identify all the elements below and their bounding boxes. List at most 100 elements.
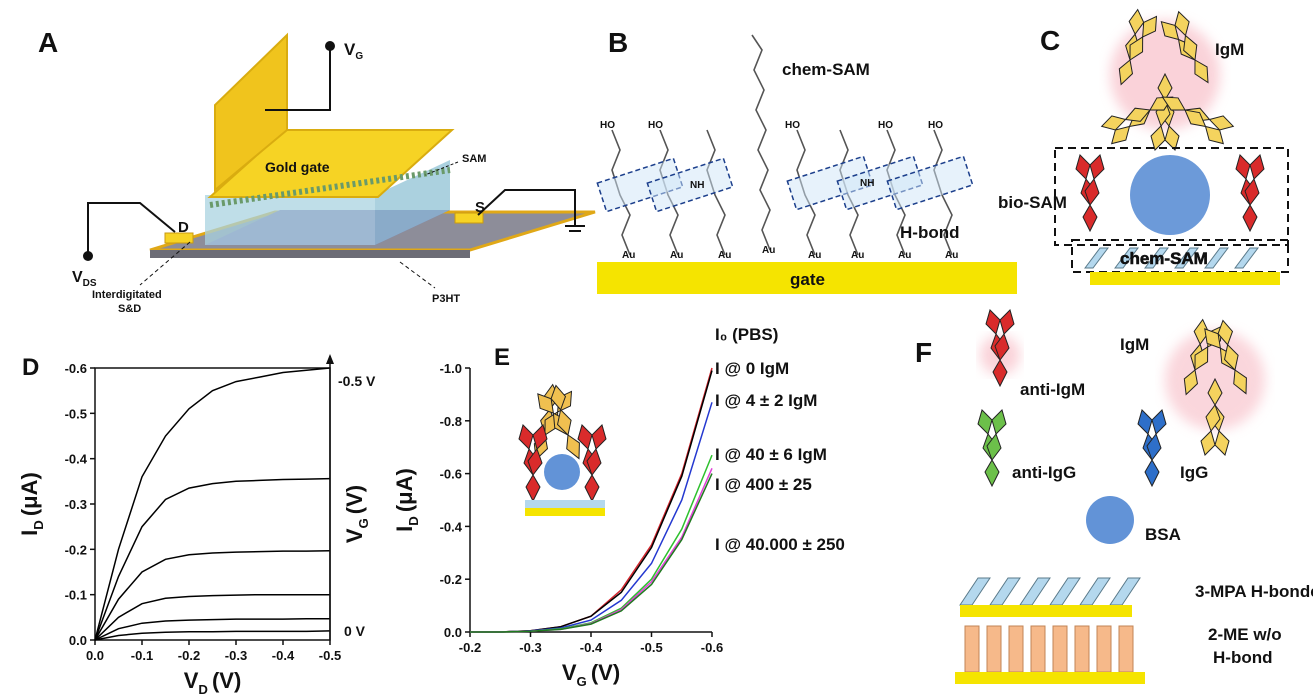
shape: [960, 578, 990, 605]
label: SAM: [462, 153, 486, 165]
axis-label-sub: D: [31, 520, 46, 530]
shape: [1080, 578, 1110, 605]
label: S&D: [118, 303, 141, 315]
axis-label-unit: (V): [591, 660, 620, 685]
x-tick-label: -0.6: [701, 640, 723, 655]
label-sub: G: [355, 51, 363, 62]
label: bio-SAM: [998, 193, 1067, 212]
panel-label: D: [22, 354, 39, 381]
x-tick-label: -0.2: [459, 640, 481, 655]
panel-label: B: [608, 27, 628, 58]
atom-label: Au: [898, 250, 911, 261]
panel-label: A: [38, 27, 58, 58]
anti-igm: [519, 425, 547, 501]
label: H-bond: [900, 223, 959, 242]
anti-igm: [578, 425, 606, 501]
shape: VDS: [72, 269, 97, 289]
label: IgM: [1120, 335, 1149, 354]
x-tick-label: -0.5: [319, 648, 341, 663]
substrate-edge: [150, 250, 470, 258]
curve: [95, 479, 330, 640]
y-tick-label: -0.4: [65, 452, 88, 467]
panel-label: E: [494, 344, 510, 371]
axis-label-sub: D: [406, 516, 421, 526]
bsa-blob: [1130, 155, 1210, 235]
atom-label: Au: [945, 250, 958, 261]
y-tick-label: 0.0: [69, 633, 87, 648]
y-tick-label: -0.2: [65, 542, 87, 557]
x-tick-label: -0.3: [519, 640, 541, 655]
shape: [1119, 626, 1133, 672]
me-pillars: [965, 626, 1133, 672]
mpa-arrows: [960, 578, 1140, 605]
label: V: [72, 269, 83, 286]
atom-label: Au: [670, 250, 683, 261]
x-tick-label: -0.3: [225, 648, 247, 663]
shape: [1020, 578, 1050, 605]
series-label: I @ 4 ± 2 IgM: [715, 391, 817, 410]
shape: [1009, 626, 1023, 672]
shape: [965, 626, 979, 672]
shape: VG: [344, 40, 363, 62]
axis-label: VG(V): [562, 660, 620, 689]
axis-label-unit: (μA): [17, 472, 42, 516]
y-tick-label: -0.6: [440, 467, 462, 482]
y-tick-label: -0.6: [65, 361, 87, 376]
series-label: I @ 40.000 ± 250: [715, 535, 845, 554]
atom-label: Au: [622, 250, 635, 261]
shape: [1050, 578, 1080, 605]
label: IgM: [1215, 40, 1244, 59]
shape: [1053, 626, 1067, 672]
label: anti-IgG: [1012, 463, 1076, 482]
axis-label-main: V: [342, 528, 367, 543]
gate-bar: [525, 508, 605, 516]
label: P3HT: [432, 293, 460, 305]
label: 2-ME w/o: [1208, 625, 1282, 644]
bsa-blob: [544, 454, 580, 490]
atom-label: HO: [600, 120, 615, 131]
page: Figure {"panel_a": {"label": "A", "vg": …: [0, 0, 1313, 698]
body: A VG Gold gate SAM D S VDS Interdigitate…: [0, 0, 1313, 698]
annotation: 0 V: [344, 623, 366, 639]
leader: [400, 262, 435, 288]
axis-label: VD(V): [184, 668, 242, 697]
label: H-bond: [1213, 648, 1272, 667]
atom-label: Au: [718, 250, 731, 261]
x-tick-label: -0.4: [272, 648, 295, 663]
gate-bar: [1090, 272, 1280, 285]
axis-label: ID(μA): [392, 468, 421, 532]
label: 3-MPA H-bonded: [1195, 582, 1313, 601]
shape: [990, 578, 1020, 605]
shape: [1031, 626, 1045, 672]
y-tick-label: 0.0: [444, 625, 462, 640]
y-tick-label: -0.3: [65, 497, 87, 512]
axis-label-sub: D: [198, 682, 208, 697]
x-tick-label: -0.2: [178, 648, 200, 663]
curve: [95, 595, 330, 640]
terminal: [83, 251, 93, 261]
y-tick-label: -1.0: [440, 361, 462, 376]
shape: [1097, 626, 1111, 672]
atom-label: HO: [785, 120, 800, 131]
curve: [95, 619, 330, 640]
axis-label-unit: (V): [342, 485, 367, 514]
curve: [95, 368, 330, 640]
plot-frame: [95, 368, 330, 640]
y-tick-label: -0.1: [65, 588, 87, 603]
axis-label-main: V: [562, 660, 577, 685]
shape: [1075, 626, 1089, 672]
label: gate: [790, 270, 825, 289]
label: D: [178, 219, 189, 236]
h-bond-boxes: [597, 156, 972, 211]
panel-label: F: [915, 337, 932, 368]
y-tick-label: -0.4: [440, 519, 463, 534]
atom-label: HO: [878, 120, 893, 131]
label-sub: DS: [83, 278, 97, 289]
series-label: I₀ (PBS): [715, 325, 778, 344]
y-tick-label: -0.8: [440, 414, 462, 429]
anti-igm: [1076, 155, 1104, 231]
atom-label: NH: [860, 178, 874, 189]
atom-label: NH: [690, 180, 704, 191]
x-tick-label: 0.0: [86, 648, 104, 663]
label: chem-SAM: [1120, 249, 1208, 268]
